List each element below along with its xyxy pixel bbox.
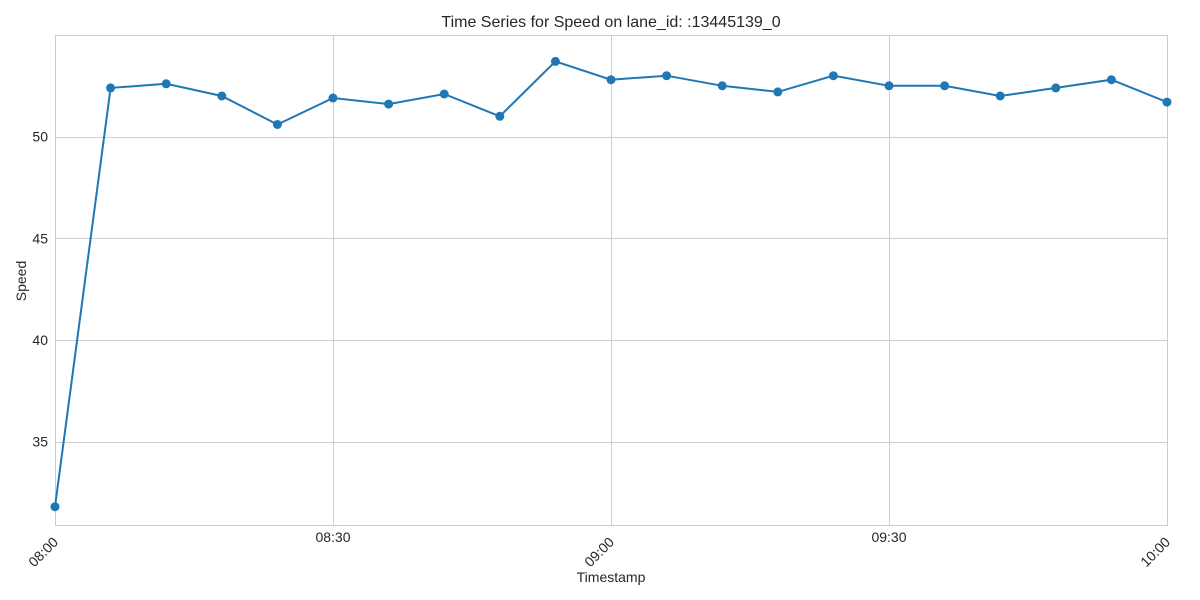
data-point (1106, 75, 1116, 85)
x-axis-label: Timestamp (577, 569, 646, 585)
data-point (606, 75, 616, 85)
x-tick-label: 10:00 (1137, 534, 1173, 570)
data-point (495, 111, 505, 121)
x-tick-label: 09:00 (581, 534, 617, 570)
x-tick-label: 08:00 (25, 534, 61, 570)
x-tick-labels: 08:00 08:30 09:00 09:30 10:00 (25, 529, 1173, 570)
y-tick-label: 45 (32, 230, 48, 246)
x-tick-label: 08:30 (315, 529, 350, 545)
data-point (161, 79, 171, 89)
data-point (1051, 83, 1061, 93)
data-point (884, 81, 894, 91)
data-point (1162, 97, 1172, 107)
y-axis-label: Speed (13, 261, 29, 301)
y-tick-label: 40 (32, 332, 48, 348)
data-point (828, 71, 838, 81)
data-point (217, 91, 227, 101)
grid-layer (55, 35, 1168, 525)
x-tick-label: 09:30 (871, 529, 906, 545)
y-tick-label: 50 (32, 129, 48, 145)
data-point (384, 99, 394, 109)
data-point (995, 91, 1005, 101)
series-layer (50, 56, 1172, 512)
data-point (773, 87, 783, 97)
y-tick-label: 35 (32, 434, 48, 450)
data-point (550, 56, 560, 66)
chart-title: Time Series for Speed on lane_id: :13445… (441, 14, 780, 31)
data-point (717, 81, 727, 91)
data-point (662, 71, 672, 81)
data-point (272, 120, 282, 129)
plot-frame (55, 35, 1168, 526)
data-point (328, 93, 338, 103)
data-point (940, 81, 950, 91)
data-point (50, 502, 60, 512)
y-tick-labels: 35 40 45 50 (32, 129, 48, 450)
data-point (106, 83, 116, 93)
data-point (439, 89, 449, 99)
